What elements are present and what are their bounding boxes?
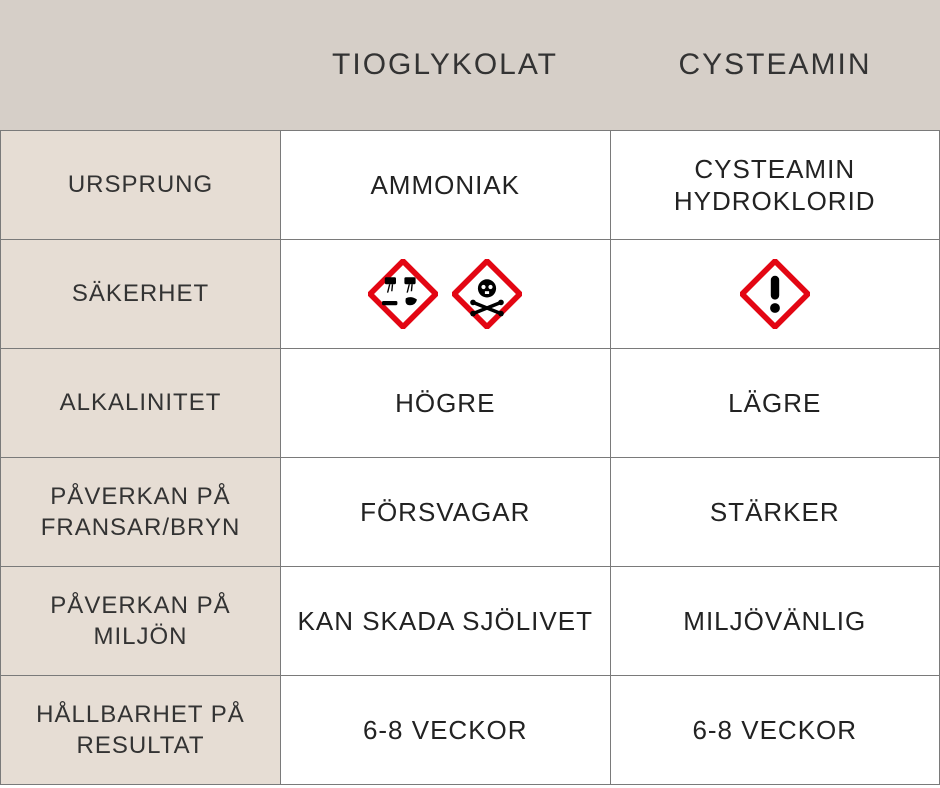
table-header: TIOGLYKOLAT CYSTEAMIN	[0, 0, 940, 130]
data-table: URSPRUNG AMMONIAK CYSTEAMIN HYDROKLORID …	[0, 130, 940, 785]
table-row: HÅLLBARHET PÅ RESULTAT 6-8 VECKOR 6-8 VE…	[1, 676, 940, 785]
cell-value: KAN SKADA SJÖLIVET	[281, 567, 611, 676]
cell-hazard-tioglykolat	[281, 240, 611, 349]
column-header-2: CYSTEAMIN	[610, 48, 940, 82]
cell-value: FÖRSVAGAR	[281, 458, 611, 567]
hazard-group	[289, 259, 602, 329]
header-spacer	[0, 0, 280, 130]
cell-value: MILJÖVÄNLIG	[610, 567, 940, 676]
row-label: ALKALINITET	[1, 349, 281, 458]
corrosive-icon	[368, 259, 438, 329]
cell-value: AMMONIAK	[281, 131, 611, 240]
cell-value: STÄRKER	[610, 458, 940, 567]
cell-value: 6-8 VECKOR	[281, 676, 611, 785]
row-label: PÅVERKAN PÅ FRANSAR/BRYN	[1, 458, 281, 567]
cell-hazard-cysteamin	[610, 240, 940, 349]
table-row: ALKALINITET HÖGRE LÄGRE	[1, 349, 940, 458]
cell-value: 6-8 VECKOR	[610, 676, 940, 785]
row-label: SÄKERHET	[1, 240, 281, 349]
cell-value: CYSTEAMIN HYDROKLORID	[610, 131, 940, 240]
table-row: URSPRUNG AMMONIAK CYSTEAMIN HYDROKLORID	[1, 131, 940, 240]
cell-value: HÖGRE	[281, 349, 611, 458]
row-label: URSPRUNG	[1, 131, 281, 240]
column-header-1: TIOGLYKOLAT	[280, 48, 610, 82]
comparison-table: TIOGLYKOLAT CYSTEAMIN URSPRUNG AMMONIAK …	[0, 0, 940, 788]
table-row: PÅVERKAN PÅ FRANSAR/BRYN FÖRSVAGAR STÄRK…	[1, 458, 940, 567]
cell-value: LÄGRE	[610, 349, 940, 458]
table-row: PÅVERKAN PÅ MILJÖN KAN SKADA SJÖLIVET MI…	[1, 567, 940, 676]
row-label: PÅVERKAN PÅ MILJÖN	[1, 567, 281, 676]
table-row: SÄKERHET	[1, 240, 940, 349]
row-label: HÅLLBARHET PÅ RESULTAT	[1, 676, 281, 785]
toxic-icon	[452, 259, 522, 329]
hazard-group	[619, 259, 932, 329]
warning-icon	[740, 259, 810, 329]
